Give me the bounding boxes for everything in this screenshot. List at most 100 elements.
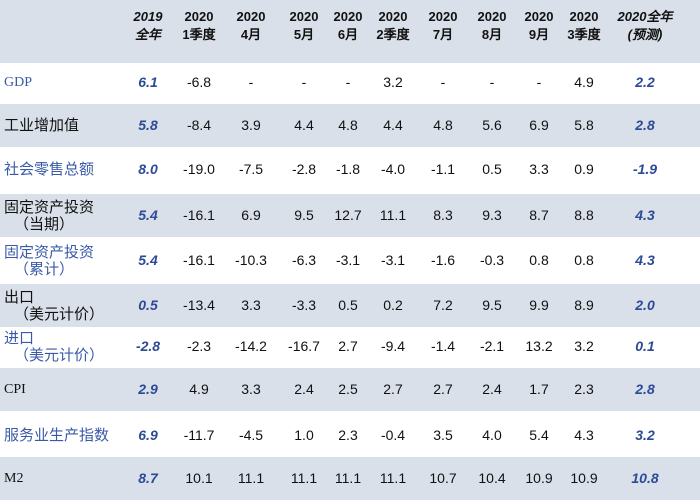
row-label: 进口 （美元计价） bbox=[4, 325, 104, 368]
table-cell: 2.8 bbox=[635, 117, 655, 133]
table-cell: 8.7 bbox=[138, 470, 158, 486]
table-cell: 8.3 bbox=[433, 207, 453, 223]
table-cell: 8.8 bbox=[574, 207, 594, 223]
row-label-main: 固定资产投资 bbox=[4, 243, 95, 261]
table-cell: 2.0 bbox=[635, 297, 655, 313]
row-label: 固定资产投资 （当期） bbox=[4, 194, 94, 237]
row-label: GDP bbox=[4, 61, 32, 104]
table-cell: 4.4 bbox=[294, 117, 314, 133]
table-cell: 10.7 bbox=[429, 470, 457, 486]
table-cell: 0.8 bbox=[529, 252, 549, 268]
row-label-main: M2 bbox=[4, 471, 24, 486]
table-cell: -16.1 bbox=[183, 207, 215, 223]
column-header-year: 2020 bbox=[477, 9, 507, 24]
table-row: 工业增加值 5.8 -8.4 3.9 4.4 4.8 4.4 4.8 5.6 6.9 5.8 2.8 bbox=[0, 104, 700, 147]
row-label: CPI bbox=[4, 368, 26, 411]
table-cell: 1.0 bbox=[294, 427, 314, 443]
table-cell: 8.0 bbox=[138, 161, 158, 177]
table-cell: 3.5 bbox=[433, 427, 453, 443]
column-header-period: (预测) bbox=[627, 27, 663, 42]
table-cell: 0.5 bbox=[482, 161, 502, 177]
table-cell: -1.8 bbox=[335, 161, 361, 177]
table-cell: - bbox=[440, 74, 446, 90]
column-header-year: 2020 bbox=[524, 9, 554, 24]
column-header-year: 2020 bbox=[569, 9, 599, 24]
column-header-year: 2020 bbox=[428, 9, 458, 24]
table-cell: -2.1 bbox=[479, 338, 505, 354]
row-label-sub: （当期） bbox=[14, 215, 75, 233]
row-label-main: 服务业生产指数 bbox=[4, 427, 110, 444]
row-label: 服务业生产指数 bbox=[4, 414, 109, 457]
table-row: 固定资产投资 （当期） 5.4 -16.1 6.9 9.5 12.7 11.1 8.3 9.3 8.… bbox=[0, 194, 700, 237]
table-cell: -8.4 bbox=[186, 117, 212, 133]
column-header-period: 全年 bbox=[134, 27, 161, 42]
table-cell: 5.8 bbox=[138, 117, 158, 133]
column-header-period: 6月 bbox=[337, 27, 359, 42]
table-cell: -2.8 bbox=[291, 161, 317, 177]
column-header-period: 4月 bbox=[240, 27, 262, 42]
row-label-sub: （累计） bbox=[14, 260, 75, 278]
column-header-period: 8月 bbox=[481, 27, 503, 42]
table-header: 2019 全年 2020 1季度 2020 4月 2020 5月 2020 6月 2020 2季度 20… bbox=[0, 0, 700, 63]
row-label: 固定资产投资 （累计） bbox=[4, 239, 94, 282]
table-cell: - bbox=[248, 74, 254, 90]
row-label: M2 bbox=[4, 457, 23, 500]
table-cell: 4.9 bbox=[189, 381, 209, 397]
row-label-main: GDP bbox=[4, 75, 33, 90]
table-cell: -3.1 bbox=[380, 252, 406, 268]
table-cell: 3.3 bbox=[529, 161, 549, 177]
table-cell: -16.1 bbox=[183, 252, 215, 268]
table-cell: -3.3 bbox=[291, 297, 317, 313]
table-cell: 10.1 bbox=[185, 470, 213, 486]
table-cell: 2.3 bbox=[338, 427, 358, 443]
table-cell: -1.1 bbox=[430, 161, 456, 177]
row-label-main: 社会零售总额 bbox=[4, 161, 95, 178]
table-cell: -19.0 bbox=[183, 161, 215, 177]
column-header: 2020 6月 bbox=[321, 8, 375, 44]
table-row: GDP 6.1 -6.8 - - - 3.2 - - - 4.9 2.2 bbox=[0, 61, 700, 104]
table-cell: 11.1 bbox=[334, 470, 362, 486]
table-cell: -1.4 bbox=[430, 338, 456, 354]
table-cell: 0.1 bbox=[635, 338, 655, 354]
table-cell: -2.8 bbox=[135, 338, 161, 354]
table-cell: 3.2 bbox=[383, 74, 403, 90]
column-header-period: 9月 bbox=[528, 27, 550, 42]
table-cell: 2.9 bbox=[138, 381, 158, 397]
table-cell: 8.7 bbox=[529, 207, 549, 223]
table-cell: 11.1 bbox=[290, 470, 318, 486]
table-cell: 2.5 bbox=[338, 381, 358, 397]
table-cell: 3.9 bbox=[241, 117, 261, 133]
table-cell: 5.4 bbox=[529, 427, 549, 443]
column-header: 2020 1季度 bbox=[168, 8, 230, 44]
column-header-year: 2020 bbox=[378, 9, 408, 24]
row-label-main: 工业增加值 bbox=[4, 117, 80, 134]
row-label: 出口 （美元计价） bbox=[4, 284, 104, 327]
table-cell: 4.8 bbox=[433, 117, 453, 133]
table-cell: 11.1 bbox=[379, 207, 407, 223]
table-cell: 5.4 bbox=[138, 252, 158, 268]
table-cell: 4.0 bbox=[482, 427, 502, 443]
table-cell: 2.7 bbox=[433, 381, 453, 397]
table-cell: -11.7 bbox=[183, 427, 215, 443]
table-cell: - bbox=[489, 74, 495, 90]
table-cell: -3.1 bbox=[335, 252, 361, 268]
table-cell: 5.6 bbox=[482, 117, 502, 133]
table-cell: -6.8 bbox=[186, 74, 212, 90]
table-cell: 6.9 bbox=[138, 427, 158, 443]
table-row: 出口 （美元计价） 0.5 -13.4 3.3 -3.3 0.5 0.2 7.2 9.5 9.9 8.… bbox=[0, 284, 700, 327]
table-cell: -6.3 bbox=[291, 252, 317, 268]
table-cell: 5.4 bbox=[138, 207, 158, 223]
table-cell: -2.3 bbox=[186, 338, 212, 354]
table-cell: 4.9 bbox=[574, 74, 594, 90]
column-header: 2020 7月 bbox=[415, 8, 471, 44]
table-cell: 6.1 bbox=[138, 74, 158, 90]
column-header-year: 2019 bbox=[133, 9, 163, 24]
row-label: 社会零售总额 bbox=[4, 148, 94, 191]
table-cell: -1.6 bbox=[430, 252, 456, 268]
row-label-main: 固定资产投资 bbox=[4, 198, 95, 216]
table-cell: 9.3 bbox=[482, 207, 502, 223]
row-label-sub: （美元计价） bbox=[14, 346, 105, 364]
table-cell: 11.1 bbox=[237, 470, 265, 486]
column-header-year: 2020 bbox=[184, 9, 214, 24]
